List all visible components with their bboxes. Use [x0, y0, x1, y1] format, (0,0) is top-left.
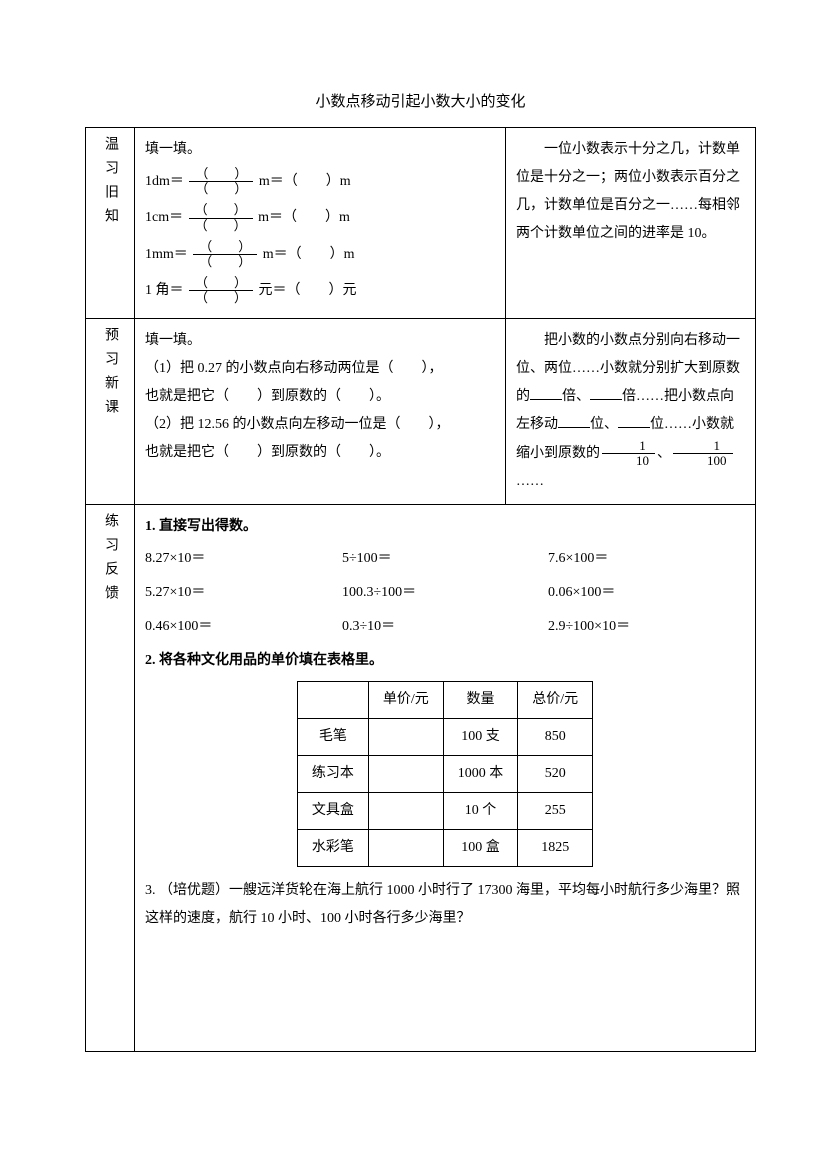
section-label-practice: 练习反馈	[86, 505, 135, 1052]
practice-content: 1. 直接写出得数。 8.27×10＝ 5÷100＝ 7.6×100＝ 5.27…	[135, 505, 756, 1052]
calc-cell: 0.06×100＝	[548, 579, 745, 607]
price-table: 单价/元 数量 总价/元 毛笔 100 支 850 练习本 1000 本	[297, 681, 593, 867]
price-table-row: 练习本 1000 本 520	[297, 756, 592, 793]
section-label-review: 温习旧知	[86, 128, 135, 319]
calc-cell: 0.3÷10＝	[342, 613, 548, 641]
worksheet-page: 小数点移动引起小数大小的变化 温习旧知 填一填。 1dm＝ （ ）（ ） m＝（…	[0, 0, 826, 1142]
calc-grid: 8.27×10＝ 5÷100＝ 7.6×100＝ 5.27×10＝ 100.3÷…	[145, 545, 745, 641]
answer-space	[145, 933, 745, 1043]
question-line: （1）把 0.27 的小数点向右移动两位是（ ），	[145, 355, 495, 383]
q1-label: 1. 直接写出得数。	[145, 519, 257, 534]
blank-underline	[558, 414, 590, 428]
fraction: 110	[602, 439, 655, 469]
price-table-row: 水彩笔 100 盒 1825	[297, 830, 592, 867]
calc-cell: 8.27×10＝	[145, 545, 342, 573]
outer-table: 温习旧知 填一填。 1dm＝ （ ）（ ） m＝（ ）m 1cm＝ （ ）（ ）…	[85, 127, 756, 1052]
calc-cell: 2.9÷100×10＝	[548, 613, 745, 641]
blank-underline	[590, 386, 622, 400]
conversion-line: 1 角＝ （ ）（ ） 元＝（ ）元	[145, 273, 495, 309]
question-line: （2）把 12.56 的小数点向左移动一位是（ ），	[145, 411, 495, 439]
blank-underline	[530, 386, 562, 400]
conversion-line: 1cm＝ （ ）（ ） m＝（ ）m	[145, 200, 495, 236]
price-header	[297, 682, 368, 719]
conversion-line: 1dm＝ （ ）（ ） m＝（ ）m	[145, 164, 495, 200]
question-line: 也就是把它（ ）到原数的（ ）。	[145, 439, 495, 467]
table-row: 预习新课 填一填。 （1）把 0.27 的小数点向右移动两位是（ ）， 也就是把…	[86, 318, 756, 505]
table-row: 温习旧知 填一填。 1dm＝ （ ）（ ） m＝（ ）m 1cm＝ （ ）（ ）…	[86, 128, 756, 319]
preview-content: 填一填。 （1）把 0.27 的小数点向右移动两位是（ ）， 也就是把它（ ）到…	[135, 318, 506, 505]
note-text: 把小数的小数点分别向右移动一位、两位……小数就分别扩大到原数的倍、倍……把小数点…	[516, 327, 745, 497]
fill-label: 填一填。	[145, 327, 495, 355]
fraction-blank: （ ）（ ）	[189, 203, 253, 233]
q3-text: 3. （培优题）一艘远洋货轮在海上航行 1000 小时行了 17300 海里，平…	[145, 877, 745, 933]
price-header: 单价/元	[368, 682, 443, 719]
fill-label: 填一填。	[145, 136, 495, 164]
calc-cell: 100.3÷100＝	[342, 579, 548, 607]
fraction-blank: （ ）（ ）	[189, 167, 253, 197]
review-content: 填一填。 1dm＝ （ ）（ ） m＝（ ）m 1cm＝ （ ）（ ） m＝（ …	[135, 128, 506, 319]
price-table-row: 文具盒 10 个 255	[297, 793, 592, 830]
question-line: 也就是把它（ ）到原数的（ ）。	[145, 383, 495, 411]
fraction-blank: （ ）（ ）	[189, 276, 253, 306]
calc-cell: 5÷100＝	[342, 545, 548, 573]
calc-cell: 0.46×100＝	[145, 613, 342, 641]
conversion-line: 1mm＝ （ ）（ ） m＝（ ）m	[145, 237, 495, 273]
preview-note: 把小数的小数点分别向右移动一位、两位……小数就分别扩大到原数的倍、倍……把小数点…	[506, 318, 756, 505]
page-title: 小数点移动引起小数大小的变化	[85, 90, 756, 111]
review-note: 一位小数表示十分之几，计数单位是十分之一；两位小数表示百分之几，计数单位是百分之…	[506, 128, 756, 319]
fraction: 1100	[673, 439, 733, 469]
table-row: 练习反馈 1. 直接写出得数。 8.27×10＝ 5÷100＝ 7.6×100＝…	[86, 505, 756, 1052]
fraction-blank: （ ）（ ）	[193, 240, 257, 270]
price-header: 总价/元	[518, 682, 593, 719]
price-header: 数量	[443, 682, 518, 719]
price-table-header-row: 单价/元 数量 总价/元	[297, 682, 592, 719]
section-label-preview: 预习新课	[86, 318, 135, 505]
calc-cell: 5.27×10＝	[145, 579, 342, 607]
q2-label: 2. 将各种文化用品的单价填在表格里。	[145, 653, 383, 668]
price-table-row: 毛笔 100 支 850	[297, 719, 592, 756]
calc-cell: 7.6×100＝	[548, 545, 745, 573]
blank-underline	[618, 414, 650, 428]
